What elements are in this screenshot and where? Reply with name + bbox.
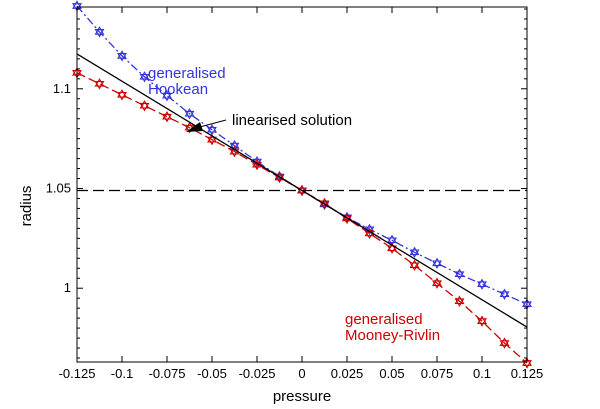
data-point-generalised-mooney-rivlin [252, 158, 262, 171]
series-layer [72, 0, 532, 369]
data-point-generalised-hookean [207, 124, 217, 136]
data-point-generalised-mooney-rivlin [454, 295, 465, 307]
data-point-generalised-hookean [409, 246, 420, 258]
data-point-generalised-mooney-rivlin [477, 315, 487, 327]
data-point-generalised-hookean [139, 71, 150, 83]
data-point-generalised-hookean [454, 268, 465, 280]
x-tick-label: -0.025 [239, 366, 276, 381]
linearised-label: linearised solution [232, 112, 352, 129]
data-point-generalised-mooney-rivlin [94, 78, 105, 90]
x-tick-label: -0.125 [59, 366, 96, 381]
x-tick-label: -0.075 [149, 366, 186, 381]
data-point-generalised-mooney-rivlin [432, 277, 442, 289]
hookean-label-line2: Hookean [148, 81, 208, 98]
y-tick-label: 1.05 [46, 180, 71, 195]
x-tick-label: 0 [298, 366, 305, 381]
data-point-generalised-hookean [432, 257, 442, 269]
x-tick-label: -0.05 [197, 366, 227, 381]
linearised-arrow [186, 119, 227, 132]
data-point-generalised-hookean [387, 234, 397, 246]
data-point-generalised-hookean [94, 26, 105, 38]
x-tick-label: 0.1 [473, 366, 491, 381]
data-point-generalised-mooney-rivlin [387, 242, 397, 254]
y-tick-label: 1 [64, 280, 71, 295]
mooney-label-line2: Mooney-Rivlin [345, 327, 440, 344]
data-point-generalised-hookean [162, 90, 172, 102]
y-axis-title: radius [18, 186, 35, 227]
data-point-generalised-mooney-rivlin [117, 89, 127, 101]
hookean-label-line1: generalised [148, 65, 226, 82]
mooney-label-line1: generalised [345, 311, 423, 328]
data-point-generalised-mooney-rivlin [162, 111, 172, 123]
ticks-layer: -0.125 -0.1 -0.075 -0.05 -0.025 0 0.025 0.05 0.0… [46, 7, 544, 381]
y-tick-label: 1.1 [53, 81, 71, 96]
x-tick-label: 0.05 [379, 366, 404, 381]
data-point-generalised-mooney-rivlin [409, 259, 420, 271]
x-tick-label: -0.1 [111, 366, 133, 381]
data-point-generalised-hookean [499, 288, 510, 300]
x-axis-title: pressure [273, 388, 331, 405]
x-tick-label: 0.025 [331, 366, 364, 381]
data-point-generalised-hookean [117, 50, 127, 62]
data-point-generalised-mooney-rivlin [499, 337, 510, 349]
data-point-generalised-mooney-rivlin [139, 100, 150, 112]
data-point-generalised-hookean [184, 108, 195, 120]
x-tick-label: 0.125 [511, 366, 544, 381]
data-point-generalised-hookean [477, 278, 487, 290]
x-tick-label: 0.075 [421, 366, 454, 381]
data-point-generalised-mooney-rivlin [207, 133, 217, 146]
